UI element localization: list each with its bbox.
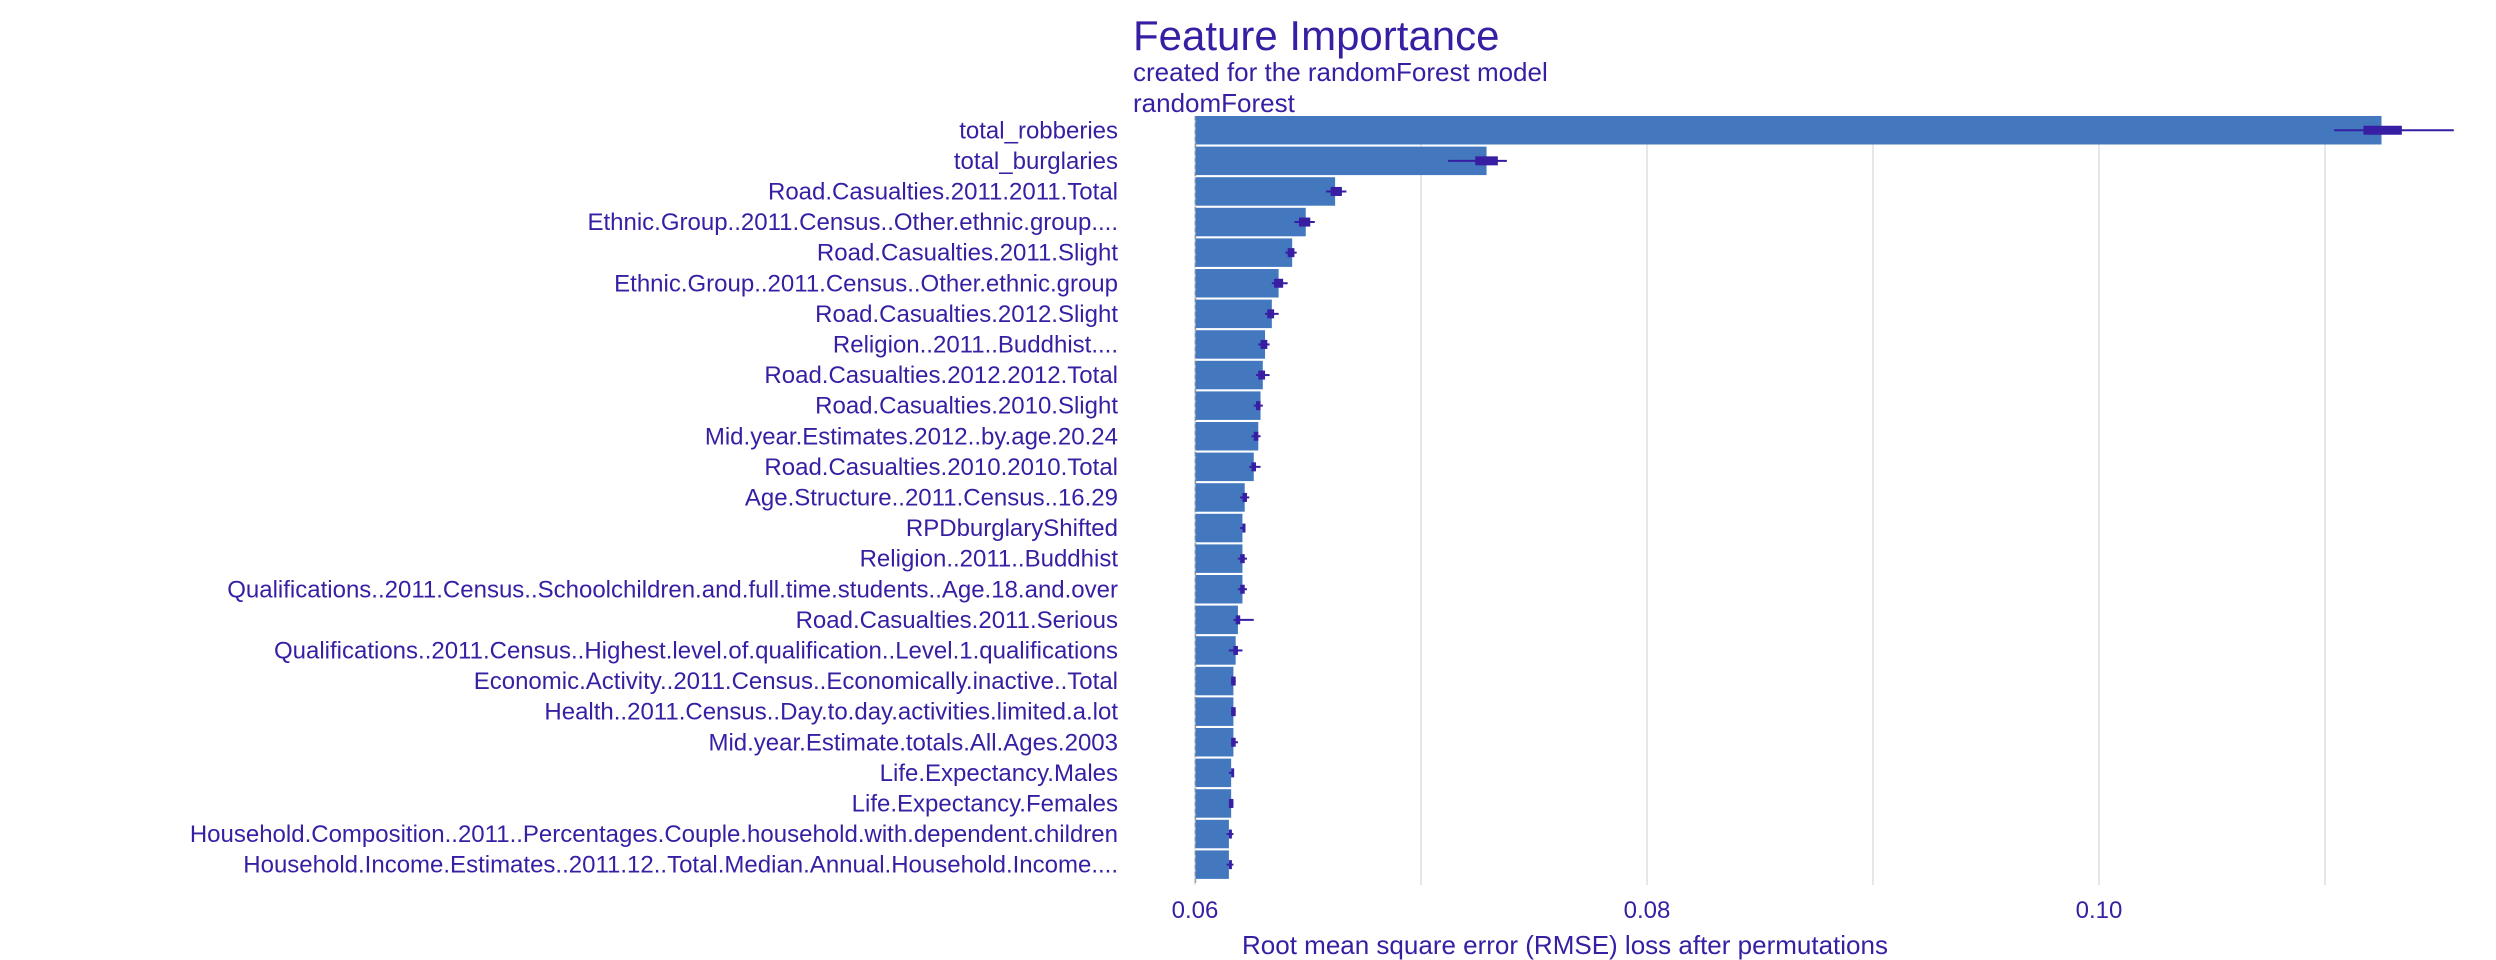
bar [1195, 483, 1245, 512]
bar [1195, 789, 1232, 818]
y-tick-label: Road.Casualties.2012.2012.Total [764, 362, 1118, 389]
y-tick-label: total_burglaries [954, 148, 1118, 175]
bar [1195, 544, 1243, 573]
y-tick-label: Road.Casualties.2011.Serious [796, 607, 1118, 634]
panel-label: randomForest [1133, 88, 1296, 118]
bar [1195, 177, 1336, 206]
x-axis-title: Root mean square error (RMSE) loss after… [1242, 930, 1888, 960]
x-tick-label: 0.06 [1172, 897, 1219, 924]
y-tick-label: Mid.year.Estimate.totals.All.Ages.2003 [708, 729, 1118, 756]
y-tick-label: Household.Composition..2011..Percentages… [190, 821, 1118, 848]
y-tick-label: Life.Expectancy.Males [880, 760, 1118, 787]
chart-title: Feature Importance [1133, 12, 1500, 59]
y-tick-label: Road.Casualties.2011.Slight [817, 240, 1118, 267]
bar [1195, 299, 1272, 329]
y-tick-label: Ethnic.Group..2011.Census..Other.ethnic.… [614, 270, 1118, 297]
gridlines [1194, 116, 2326, 885]
bar [1195, 605, 1238, 635]
box [1228, 860, 1232, 870]
y-tick-label: Household.Income.Estimates..2011.12..Tot… [243, 852, 1118, 879]
bar [1195, 758, 1232, 788]
box [1228, 798, 1234, 808]
bar [1195, 146, 1487, 176]
box [1231, 707, 1236, 717]
box [1287, 248, 1295, 258]
y-tick-label: Qualifications..2011.Census..Highest.lev… [274, 637, 1118, 664]
y-tick-label: total_robberies [959, 117, 1118, 144]
box [1475, 156, 1498, 166]
box [1330, 186, 1342, 196]
y-tick-label: Age.Structure..2011.Census..16.29 [745, 484, 1118, 511]
chart-subtitle: created for the randomForest model [1133, 57, 1548, 87]
box [1235, 615, 1241, 625]
y-tick-label: Religion..2011..Buddhist.... [833, 331, 1118, 358]
box [1258, 370, 1266, 380]
bar [1195, 238, 1293, 267]
x-tick-label: 0.10 [2076, 897, 2123, 924]
x-tick-labels: 0.06 0.08 0.10 [1172, 897, 2123, 924]
y-tick-labels: total_robberies total_burglaries Road.Casu… [190, 117, 1119, 878]
box [2363, 125, 2402, 135]
bar [1195, 207, 1306, 237]
box [1240, 554, 1245, 564]
box [1242, 523, 1246, 533]
box [1274, 278, 1284, 288]
boxplots [1226, 125, 2454, 870]
bar [1195, 116, 2382, 145]
box [1231, 737, 1236, 747]
bar [1195, 422, 1259, 451]
bar [1195, 360, 1263, 390]
bar [1195, 819, 1229, 849]
box [1298, 217, 1311, 227]
bar [1195, 666, 1234, 696]
y-tick-label: Road.Casualties.2010.Slight [815, 393, 1118, 420]
bars [1195, 116, 2382, 879]
y-tick-label: Road.Casualties.2010.2010.Total [764, 454, 1118, 481]
bar [1195, 452, 1254, 482]
bar [1195, 391, 1261, 420]
y-tick-label: RPDburglaryShifted [906, 515, 1118, 542]
y-tick-label: Road.Casualties.2011.2011.Total [768, 178, 1118, 205]
y-tick-label: Health..2011.Census..Day.to.day.activiti… [544, 699, 1118, 726]
box [1240, 584, 1245, 594]
box [1242, 492, 1247, 502]
y-tick-label: Ethnic.Group..2011.Census..Other.ethnic.… [587, 209, 1118, 236]
box [1256, 401, 1261, 411]
bar [1195, 697, 1234, 726]
x-tick-label: 0.08 [1624, 897, 1671, 924]
bar [1195, 850, 1229, 879]
box [1267, 309, 1275, 319]
y-tick-label: Life.Expectancy.Females [852, 790, 1118, 817]
y-tick-label: Mid.year.Estimates.2012..by.age.20.24 [705, 423, 1118, 450]
box [1251, 462, 1257, 472]
bar [1195, 269, 1279, 298]
bar [1195, 513, 1243, 543]
y-tick-label: Religion..2011..Buddhist [860, 546, 1119, 573]
bar [1195, 330, 1266, 359]
box [1231, 768, 1235, 778]
y-tick-label: Qualifications..2011.Census..Schoolchild… [227, 576, 1118, 603]
bar [1195, 575, 1243, 604]
box [1233, 645, 1238, 655]
y-tick-label: Road.Casualties.2012.Slight [815, 301, 1118, 328]
box [1231, 676, 1236, 686]
bar [1195, 728, 1234, 757]
box [1253, 431, 1259, 441]
y-tick-label: Economic.Activity..2011.Census..Economic… [474, 668, 1118, 695]
box [1228, 829, 1232, 839]
box [1260, 339, 1268, 349]
